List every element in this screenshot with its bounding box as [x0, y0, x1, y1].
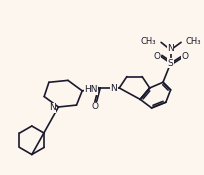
Text: O: O	[181, 52, 188, 61]
Text: O: O	[154, 52, 161, 61]
Text: HN: HN	[84, 85, 98, 94]
Text: N: N	[111, 84, 117, 93]
Text: O: O	[91, 103, 98, 111]
Text: N: N	[167, 44, 174, 54]
Text: CH₃: CH₃	[141, 37, 156, 46]
Text: S: S	[168, 59, 173, 68]
Text: N: N	[49, 103, 55, 113]
Text: CH₃: CH₃	[186, 37, 201, 46]
